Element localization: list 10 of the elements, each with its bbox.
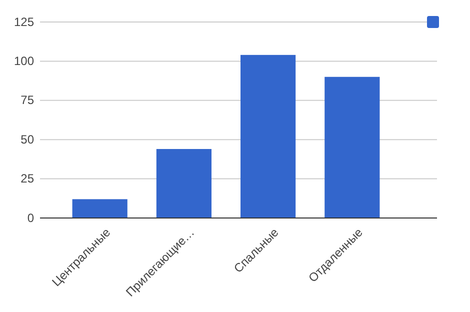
- y-tick-label: 100: [14, 54, 34, 68]
- bar: [156, 149, 212, 218]
- bar: [240, 54, 296, 218]
- bar: [324, 76, 380, 218]
- y-tick-label: 25: [20, 172, 34, 186]
- y-tick-label: 75: [20, 93, 34, 108]
- y-tick-label: 50: [20, 132, 34, 146]
- bar: [72, 199, 128, 218]
- y-tick-label: 125: [14, 14, 34, 29]
- y-tick-label: 0: [27, 210, 34, 225]
